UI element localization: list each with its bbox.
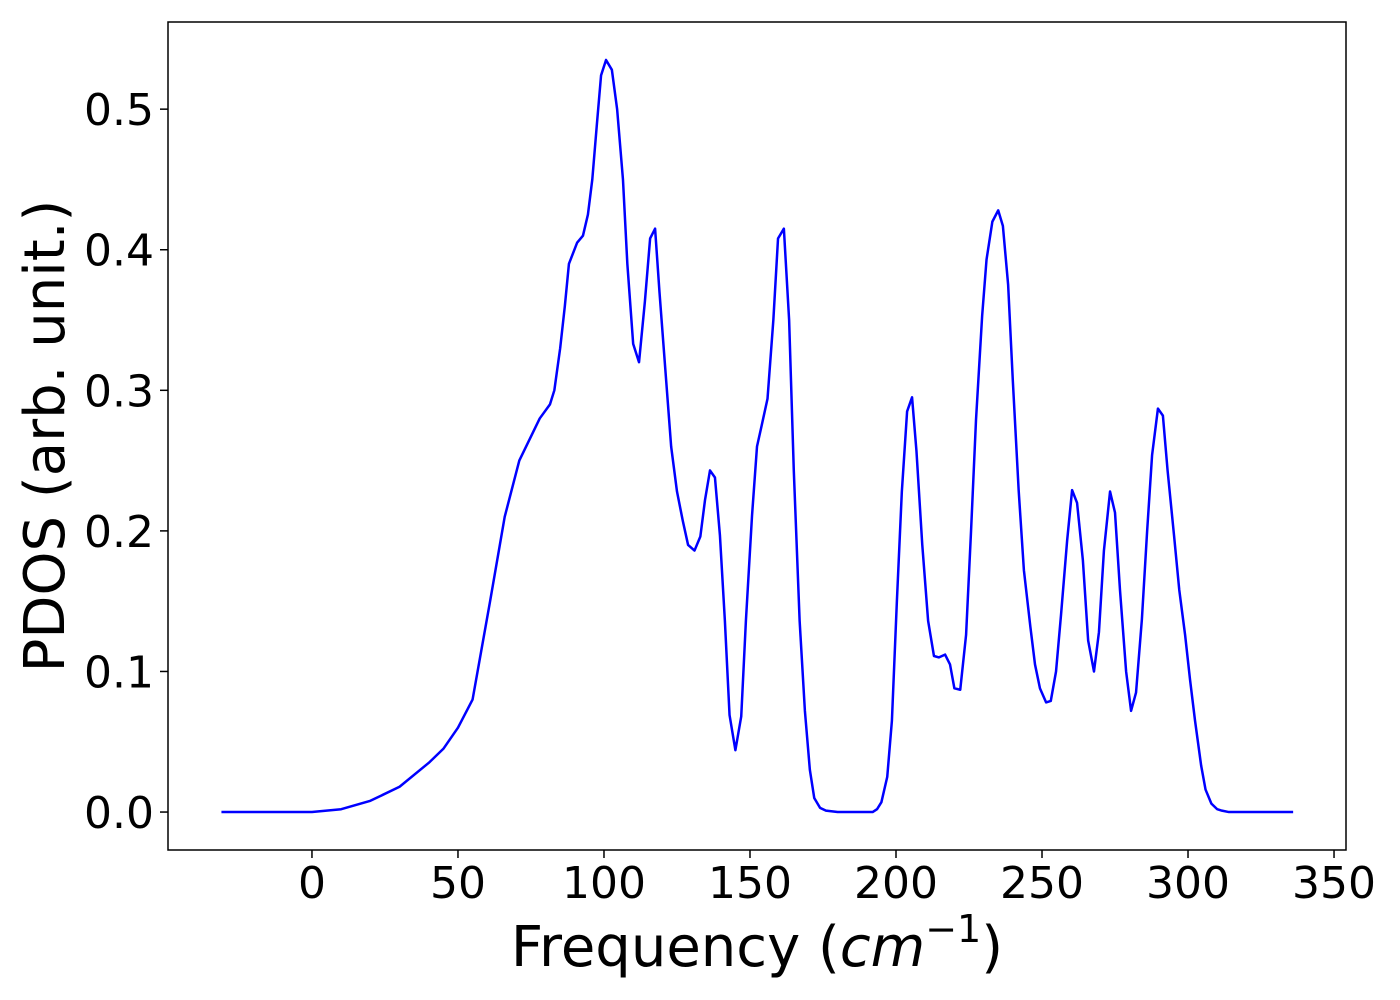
y-tick-label: 0.1 [84,647,154,698]
x-tick-label: 300 [1146,858,1230,909]
x-label-unit: cm [840,915,925,980]
y-tick-label: 0.0 [84,788,154,839]
x-tick-label: 100 [562,858,646,909]
x-tick-label: 0 [298,858,326,909]
y-axis-label: PDOS (arb. unit.) [13,200,78,673]
y-tick-label: 0.2 [84,507,154,558]
x-tick-label: 250 [1000,858,1084,909]
x-label-close: ) [981,915,1003,980]
x-axis-label: Frequency (cm−1) [511,907,1003,980]
x-label-exponent: −1 [925,907,981,951]
x-tick-label: 350 [1292,858,1376,909]
x-label-text: Frequency ( [511,915,840,980]
plot-frame [167,21,1347,851]
data-line [221,58,1294,814]
x-tick-label: 200 [854,858,938,909]
y-tick-label: 0.3 [84,366,154,417]
y-tick-label: 0.4 [84,226,154,277]
x-tick-label: 150 [708,858,792,909]
y-tick-label: 0.5 [84,85,154,136]
x-tick-label: 50 [430,858,486,909]
